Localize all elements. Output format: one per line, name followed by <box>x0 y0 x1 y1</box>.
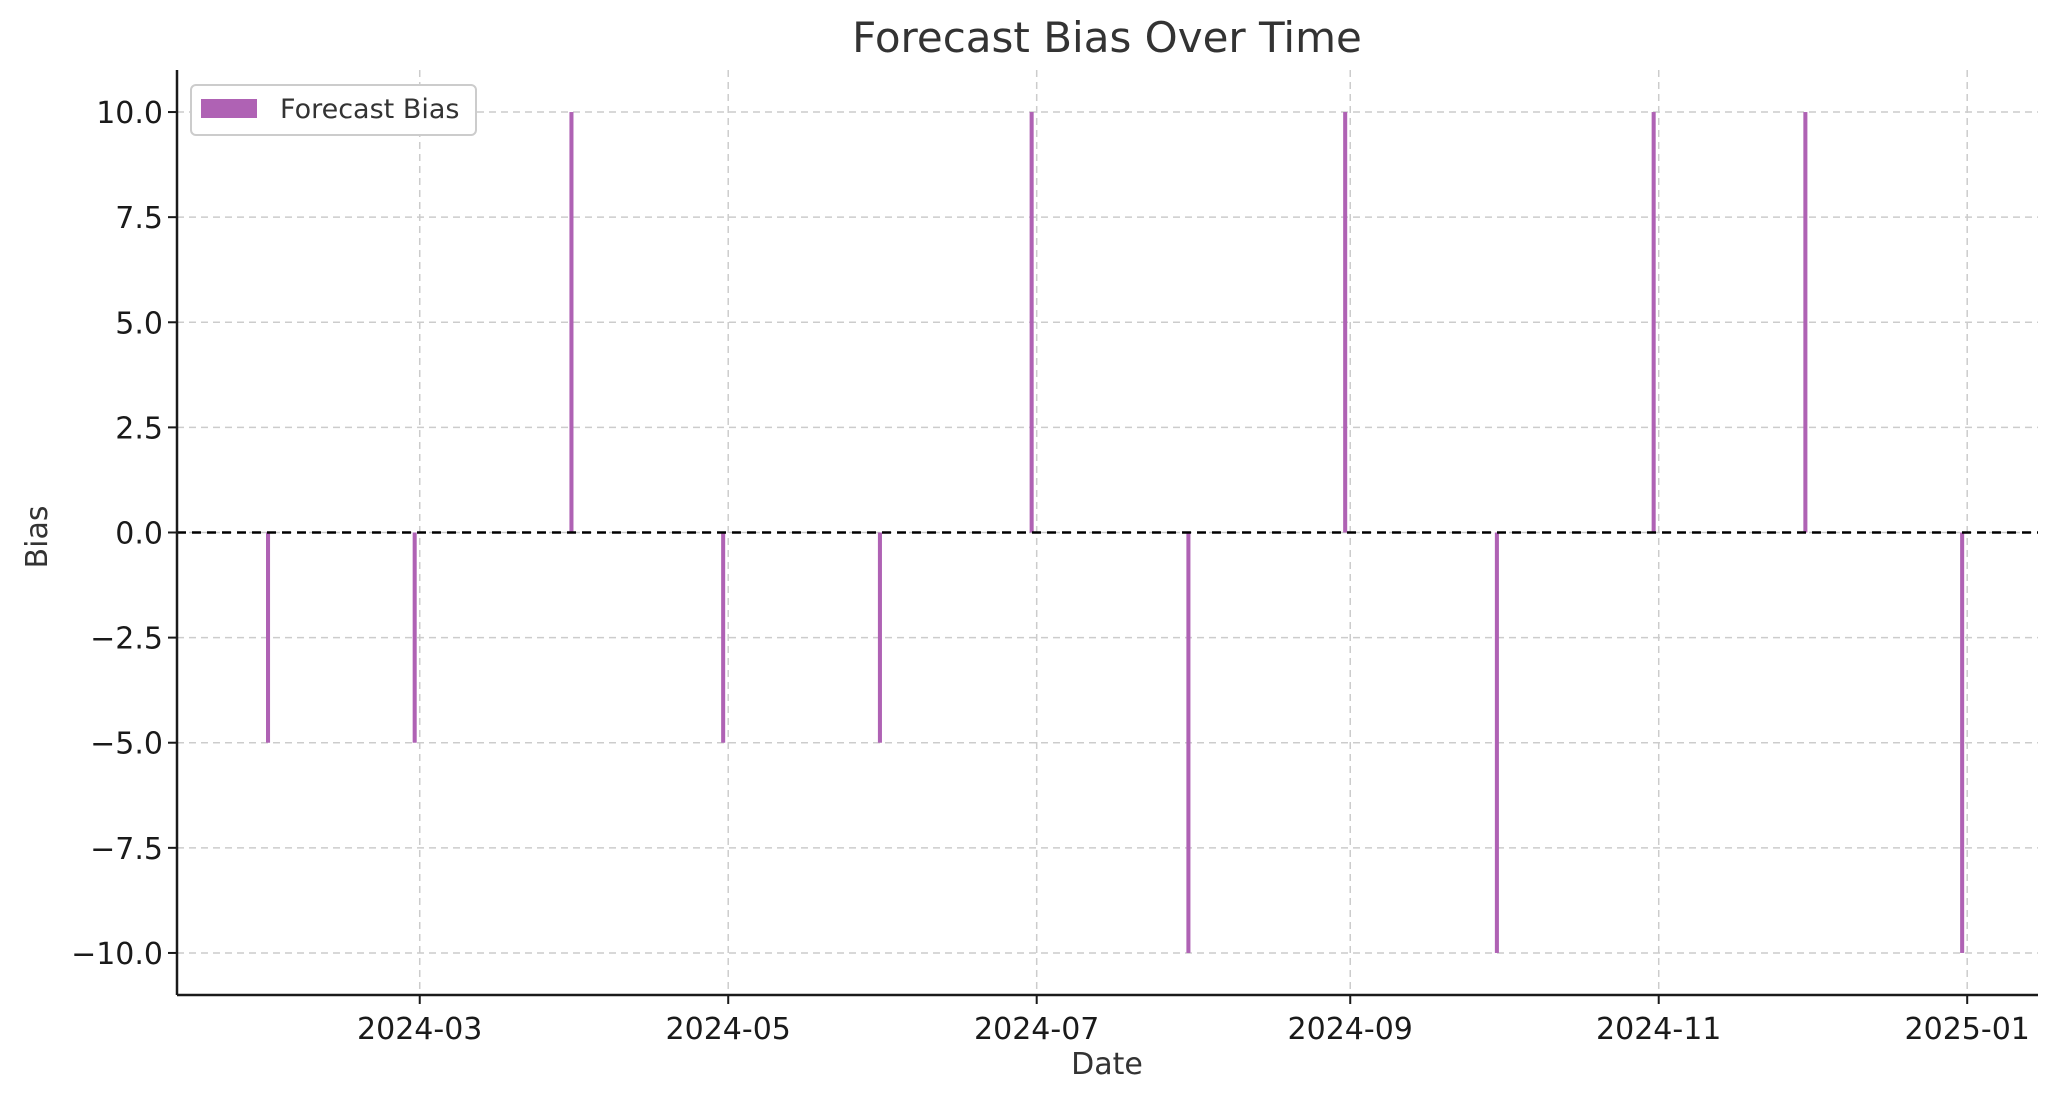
y-tick-label: 7.5 <box>115 201 163 236</box>
bar-2024-06-30 <box>1029 112 1034 533</box>
y-axis: 10.0 7.5 5.0 2.5 0.0 −2.5 −5.0 −7.5 −10.0 <box>71 96 177 972</box>
bar-2024-04-30 <box>721 532 726 743</box>
y-tick-label: −2.5 <box>90 622 163 657</box>
y-tick-label: 2.5 <box>115 411 163 446</box>
y-tick-label: 10.0 <box>96 96 163 131</box>
bars <box>266 112 1965 953</box>
y-tick-label: −10.0 <box>71 937 163 972</box>
legend-box <box>190 84 477 136</box>
x-tick-label: 2024-11 <box>1596 1012 1721 1047</box>
bar-2024-12-31 <box>1960 532 1965 953</box>
bar-2024-02-29 <box>412 532 417 743</box>
x-tick-label: 2024-05 <box>666 1012 791 1047</box>
x-tick-label: 2024-07 <box>974 1012 1099 1047</box>
x-tick-label: 2024-03 <box>357 1012 482 1047</box>
legend: Forecast Bias <box>190 84 477 136</box>
y-tick-label: 0.0 <box>115 517 163 552</box>
x-tick-label: 2024-09 <box>1288 1012 1413 1047</box>
chart-title: Forecast Bias Over Time <box>852 13 1362 62</box>
y-tick-label: −5.0 <box>90 727 163 762</box>
bar-2024-08-31 <box>1343 112 1348 533</box>
legend-swatch <box>201 99 257 118</box>
x-axis-label: Date <box>1071 1047 1143 1082</box>
legend-entry: Forecast Bias <box>280 94 459 125</box>
bar-2024-01-31 <box>266 532 271 743</box>
bar-2024-03-31 <box>569 112 574 533</box>
x-tick-label: 2025-01 <box>1905 1012 2030 1047</box>
bar-2024-09-30 <box>1494 532 1499 953</box>
bar-2024-05-31 <box>877 532 882 743</box>
x-axis: 2024-03 2024-05 2024-07 2024-09 2024-11 2025-… <box>357 995 2030 1047</box>
bar-2024-10-31 <box>1651 112 1656 533</box>
y-tick-label: −7.5 <box>90 832 163 867</box>
y-axis-label: Bias <box>20 506 55 569</box>
bar-2024-07-31 <box>1186 532 1191 953</box>
bar-2024-11-30 <box>1803 112 1808 533</box>
y-tick-label: 5.0 <box>115 306 163 341</box>
